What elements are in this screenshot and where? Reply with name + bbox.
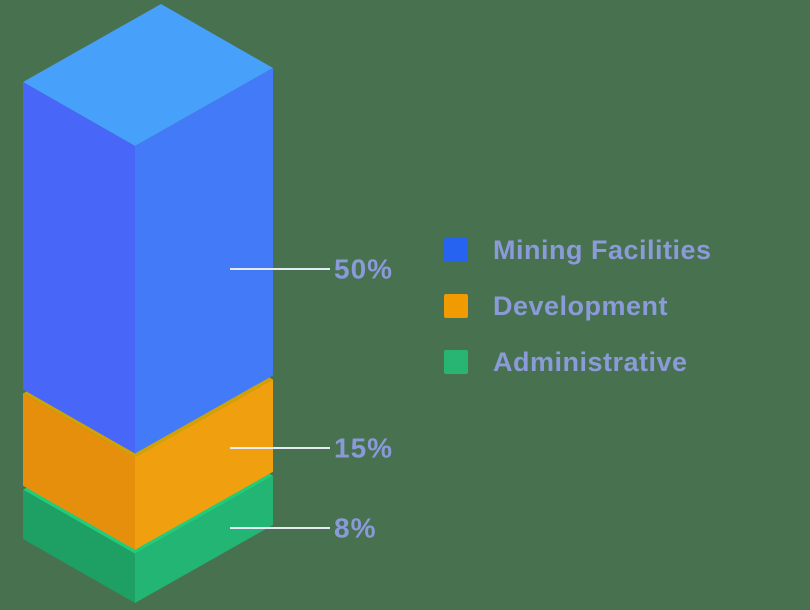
value-label-mining-facilities: 50% [334, 254, 393, 285]
segment-mining-facilities-top-face [23, 4, 273, 146]
legend-swatch-development [444, 294, 468, 318]
segment-development-left-face [23, 393, 135, 550]
legend-swatch-administrative [444, 350, 468, 374]
legend-label-development: Development [493, 290, 669, 321]
legend: Mining Facilities Development Administra… [444, 234, 712, 404]
legend-label-administrative: Administrative [493, 346, 688, 377]
legend-item-administrative: Administrative [444, 346, 712, 377]
legend-item-development: Development [444, 290, 712, 321]
value-label-administrative: 8% [334, 513, 376, 544]
segment-mining-facilities-left-face [23, 82, 135, 454]
segment-mining-facilities-right-face [135, 68, 273, 454]
legend-item-mining-facilities: Mining Facilities [444, 234, 712, 265]
segment-administrative-left-face [23, 489, 135, 603]
legend-swatch-mining-facilities [444, 238, 468, 262]
value-label-development: 15% [334, 433, 393, 464]
segment-administrative-right-face [135, 475, 273, 603]
segment-development-right-face [135, 379, 273, 550]
legend-label-mining-facilities: Mining Facilities [493, 234, 712, 265]
